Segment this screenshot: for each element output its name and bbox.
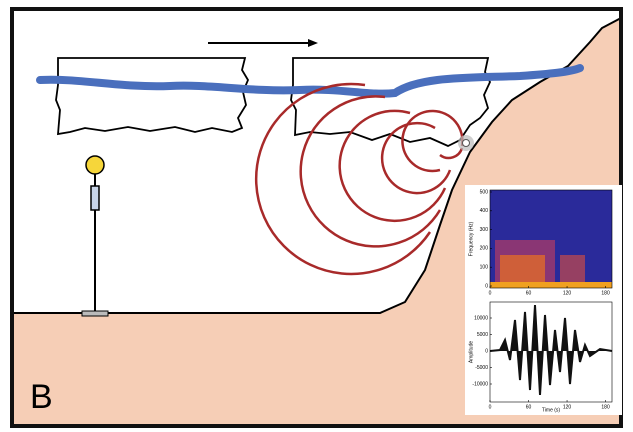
y-tick-label: -5000 <box>475 365 488 371</box>
y-tick-label: 200 <box>480 246 489 252</box>
x-tick-label: 120 <box>563 290 572 296</box>
diagram: B 0100200300400500060120180Frequency (Hz… <box>0 0 633 432</box>
y-tick-label: 5000 <box>477 332 488 338</box>
y-tick-label: 0 <box>485 283 488 289</box>
ice-floe-left <box>56 58 248 134</box>
hydrophone <box>91 186 99 210</box>
panel-label: B <box>30 378 53 416</box>
sound-source <box>463 140 470 147</box>
y-tick-label: 10000 <box>474 315 488 321</box>
y-tick-label: 300 <box>480 227 489 233</box>
buoy <box>86 156 104 174</box>
x-tick-label: 0 <box>489 290 492 296</box>
x-tick-label: 120 <box>563 404 572 410</box>
y-axis-label: Frequency (Hz) <box>468 221 474 256</box>
x-tick-label: 60 <box>526 404 532 410</box>
y-tick-label: 0 <box>485 348 488 354</box>
x-tick-label: 180 <box>601 290 610 296</box>
spectrogram-image <box>490 190 612 288</box>
y-tick-label: -10000 <box>472 381 488 387</box>
anchor <box>82 311 108 316</box>
x-axis-label: Time (s) <box>542 407 560 413</box>
y-tick-label: 100 <box>480 265 489 271</box>
x-tick-label: 0 <box>489 404 492 410</box>
x-tick-label: 60 <box>526 290 532 296</box>
y-tick-label: 400 <box>480 208 489 214</box>
x-tick-label: 180 <box>601 404 610 410</box>
y-axis-label: Amplitude <box>468 341 474 363</box>
y-tick-label: 500 <box>480 189 489 195</box>
